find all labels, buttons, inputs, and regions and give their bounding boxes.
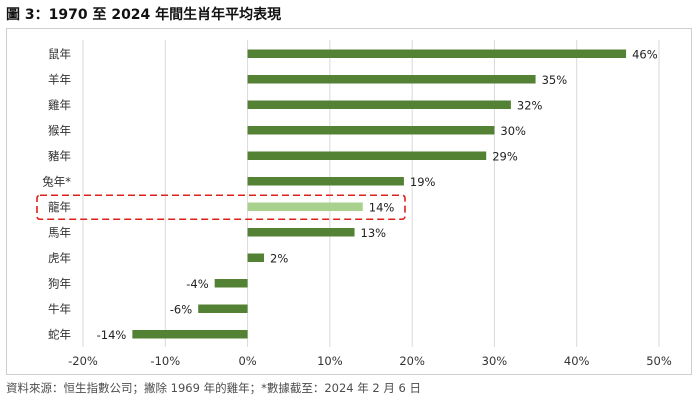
x-tick-label: 30% [482, 354, 508, 368]
bar [247, 202, 363, 211]
bar [247, 75, 536, 84]
source-note: 資料來源：恒生指數公司；撇除 1969 年的雞年；*數據截至：2024 年 2 … [6, 381, 422, 395]
x-tick-label: 20% [399, 354, 425, 368]
data-label: 35% [542, 73, 568, 87]
data-label: 14% [369, 200, 395, 214]
bar [247, 151, 487, 160]
category-label: 羊年 [48, 72, 71, 86]
data-label: -4% [186, 277, 208, 291]
category-label: 蛇年 [48, 327, 71, 341]
x-tick-label: 0% [238, 354, 256, 368]
x-tick-label: 10% [317, 354, 343, 368]
x-tick-label: -10% [150, 354, 180, 368]
x-tick-label: 50% [646, 354, 672, 368]
chart-svg: -20% -10% 0% 10% 20% 30% 40% 50% 鼠年 46% 羊年 35% 雞年 32%… [36, 40, 672, 368]
bar [247, 177, 404, 186]
data-label: 2% [270, 251, 288, 265]
bar [247, 49, 627, 58]
category-label: 猴年 [48, 123, 71, 137]
x-tick-label: -20% [68, 354, 98, 368]
data-label: 32% [517, 98, 543, 112]
category-label: 龍年 [48, 200, 71, 214]
data-label: 13% [361, 226, 387, 240]
chart-title: 圖 3：1970 至 2024 年間生肖年平均表現 [6, 7, 282, 23]
bar [247, 228, 355, 237]
category-label: 鼠年 [48, 47, 71, 61]
bar [247, 100, 511, 109]
category-label: 馬年 [48, 225, 71, 239]
chart-frame: -20% -10% 0% 10% 20% 30% 40% 50% 鼠年 46% 羊年 35% 雞年 32%… [6, 28, 692, 375]
category-label: 兔年* [42, 174, 71, 188]
category-label: 豬年 [48, 149, 71, 163]
data-label: -14% [97, 328, 127, 342]
category-label: 狗年 [48, 276, 71, 290]
x-tick-label: 40% [564, 354, 590, 368]
category-label: 雞年 [48, 98, 71, 112]
data-label: 29% [492, 149, 518, 163]
data-label: 19% [410, 175, 436, 189]
bar [247, 126, 495, 135]
bar [198, 304, 248, 313]
data-label: 30% [500, 124, 526, 138]
category-label: 牛年 [48, 302, 71, 316]
bar [214, 279, 248, 288]
highlight-box [36, 194, 406, 221]
category-label: 虎年 [48, 251, 71, 265]
data-label: 46% [632, 47, 658, 61]
bar [132, 330, 248, 339]
data-label: -6% [170, 302, 192, 316]
bar [247, 253, 265, 262]
